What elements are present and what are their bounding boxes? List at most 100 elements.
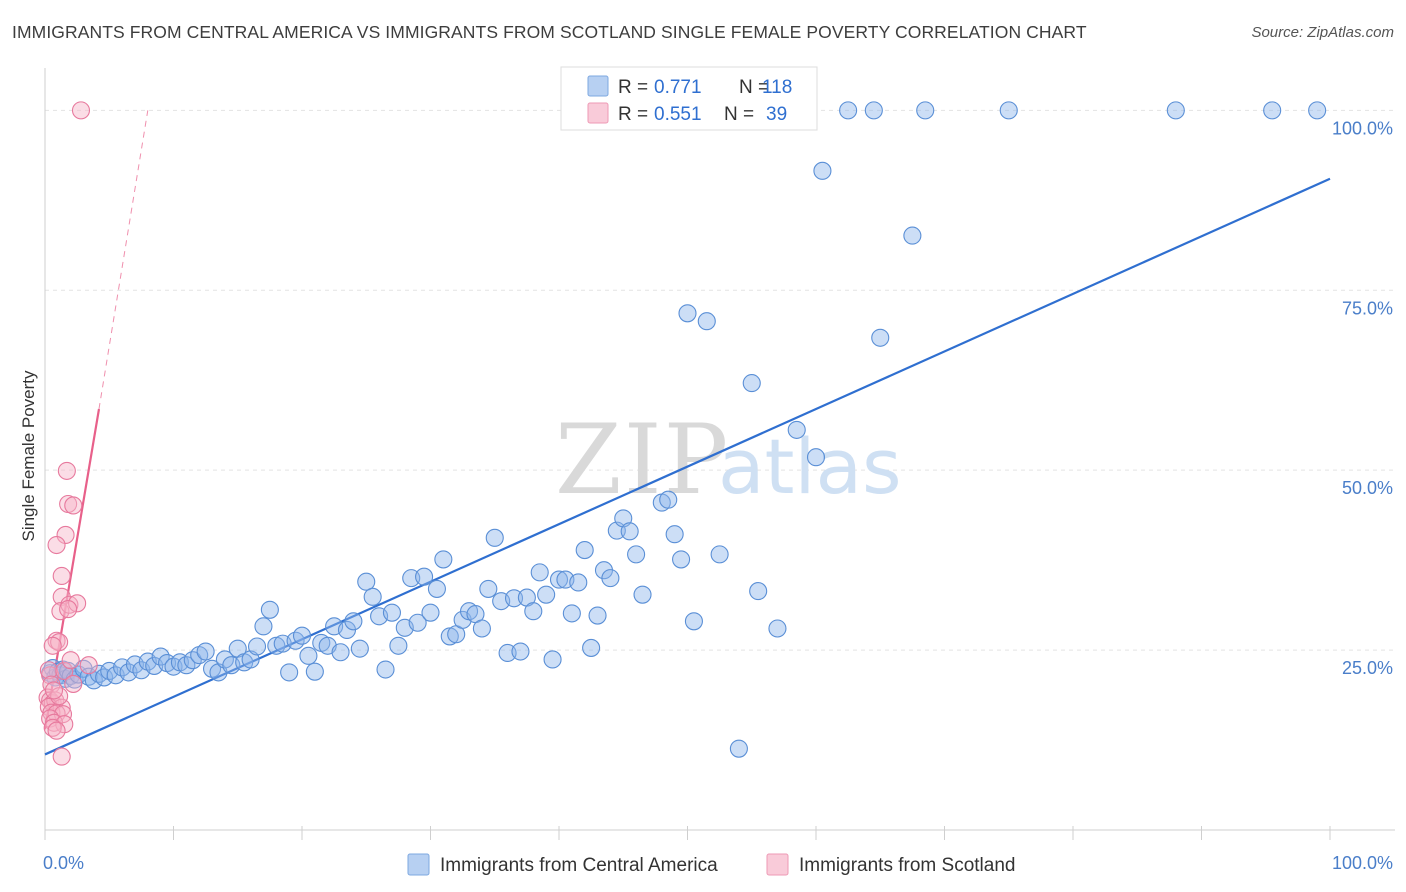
y-tick-label-3: 100.0% bbox=[1332, 118, 1393, 138]
point-s0-83 bbox=[530, 563, 549, 582]
point-s0-86 bbox=[549, 570, 569, 589]
point-s1-1 bbox=[57, 461, 76, 480]
point-s0-113 bbox=[806, 448, 826, 467]
point-s0-99 bbox=[633, 585, 652, 604]
watermark-zip: ZIP bbox=[555, 404, 730, 516]
point-s1-10 bbox=[68, 594, 87, 613]
point-s1-14 bbox=[43, 636, 62, 655]
y-tick-label-1: 50.0% bbox=[1342, 478, 1393, 498]
point-s0-75 bbox=[479, 579, 498, 598]
point-s0-106 bbox=[729, 739, 748, 758]
point-s0-92 bbox=[588, 606, 607, 625]
point-s0-48 bbox=[305, 662, 324, 681]
point-s0-55 bbox=[350, 639, 369, 658]
stats-swatch-scotland bbox=[587, 102, 609, 124]
stats-n-value-1: 118 bbox=[762, 77, 792, 98]
point-s0-102 bbox=[665, 525, 684, 544]
point-s0-44 bbox=[280, 663, 299, 682]
point-s0-119 bbox=[916, 101, 935, 120]
point-s1-35 bbox=[52, 747, 71, 766]
point-s0-118 bbox=[903, 226, 922, 245]
point-s1-19 bbox=[61, 651, 80, 670]
y-tick-label-2: 75.0% bbox=[1342, 298, 1393, 318]
point-s0-82 bbox=[524, 602, 543, 621]
legend-swatch-scotland bbox=[766, 853, 789, 876]
point-s0-80 bbox=[511, 642, 530, 661]
point-s0-79 bbox=[504, 589, 524, 608]
point-s0-107 bbox=[749, 582, 768, 601]
trend-line-ext-1 bbox=[98, 110, 149, 410]
point-s0-101 bbox=[659, 490, 678, 509]
point-s0-64 bbox=[408, 613, 427, 632]
stats-n-label-2: N = bbox=[724, 104, 754, 125]
point-s0-89 bbox=[569, 573, 588, 592]
x-tick-label-1: 100.0% bbox=[1332, 853, 1393, 873]
chart-title: IMMIGRANTS FROM CENTRAL AMERICA VS IMMIG… bbox=[12, 22, 1087, 42]
point-s0-98 bbox=[627, 545, 646, 564]
point-s0-60 bbox=[382, 603, 402, 622]
point-s0-123 bbox=[1308, 101, 1327, 120]
point-s0-121 bbox=[1263, 101, 1282, 120]
point-s1-38 bbox=[44, 681, 64, 700]
point-s0-31 bbox=[196, 642, 215, 661]
point-s1-18 bbox=[55, 661, 74, 681]
point-s0-54 bbox=[344, 612, 363, 631]
point-s0-39 bbox=[247, 637, 267, 656]
point-s0-65 bbox=[415, 567, 434, 586]
series-legend: Immigrants from Central America Immigran… bbox=[407, 853, 1015, 876]
stats-swatch-central-america bbox=[587, 75, 609, 97]
point-s1-34 bbox=[47, 721, 66, 740]
y-tick-label-0: 25.0% bbox=[1342, 658, 1393, 678]
stats-n-value-2: 39 bbox=[766, 104, 787, 125]
point-s1-3 bbox=[64, 496, 83, 515]
legend-label-scotland: Immigrants from Scotland bbox=[799, 855, 1015, 876]
point-s1-4 bbox=[56, 525, 75, 545]
point-s0-109 bbox=[678, 304, 697, 323]
point-s0-85 bbox=[543, 650, 562, 669]
point-s0-122 bbox=[1166, 101, 1185, 120]
point-s0-97 bbox=[620, 522, 639, 541]
point-s0-40 bbox=[254, 617, 273, 636]
point-s0-46 bbox=[292, 626, 312, 645]
point-s0-76 bbox=[485, 528, 504, 547]
point-s1-37 bbox=[50, 687, 69, 706]
point-s0-116 bbox=[864, 101, 883, 120]
point-s1-36 bbox=[64, 674, 83, 693]
point-s0-47 bbox=[299, 646, 318, 665]
point-s0-115 bbox=[839, 101, 858, 120]
point-s0-105 bbox=[710, 545, 729, 564]
point-s0-24 bbox=[151, 647, 170, 666]
x-tick-labels: 0.0% 100.0% bbox=[43, 853, 1393, 873]
point-s0-41 bbox=[260, 600, 279, 619]
point-s0-117 bbox=[871, 328, 890, 347]
point-s0-103 bbox=[672, 550, 691, 569]
point-s0-120 bbox=[999, 101, 1018, 120]
watermark: ZIP atlas bbox=[555, 404, 902, 516]
point-s0-59 bbox=[376, 660, 395, 679]
point-s0-110 bbox=[697, 312, 716, 331]
source-credit: Source: ZipAtlas.com bbox=[1251, 24, 1394, 41]
point-s1-5 bbox=[47, 535, 66, 555]
data-points bbox=[38, 101, 1327, 766]
point-s0-91 bbox=[582, 638, 601, 657]
trend-line-1 bbox=[43, 408, 101, 730]
point-s0-66 bbox=[421, 603, 440, 622]
point-s0-56 bbox=[357, 572, 376, 591]
point-s0-52 bbox=[331, 643, 350, 662]
y-axis-title: Single Female Poverty bbox=[19, 370, 38, 542]
axes bbox=[44, 68, 1395, 840]
point-s0-94 bbox=[601, 569, 620, 588]
legend-swatch-central-america bbox=[407, 853, 430, 876]
point-s0-61 bbox=[389, 636, 408, 655]
point-s0-112 bbox=[787, 420, 806, 439]
point-s0-84 bbox=[537, 585, 556, 604]
point-s1-0 bbox=[71, 101, 91, 120]
x-tick-label-0: 0.0% bbox=[43, 853, 84, 873]
gridlines bbox=[45, 109, 1395, 651]
point-s0-57 bbox=[363, 587, 382, 606]
y-tick-labels: 25.0% 50.0% 75.0% 100.0% bbox=[1332, 118, 1393, 678]
point-s0-74 bbox=[472, 619, 491, 638]
point-s0-88 bbox=[562, 604, 581, 623]
stats-r-label-2: R = bbox=[618, 104, 648, 125]
